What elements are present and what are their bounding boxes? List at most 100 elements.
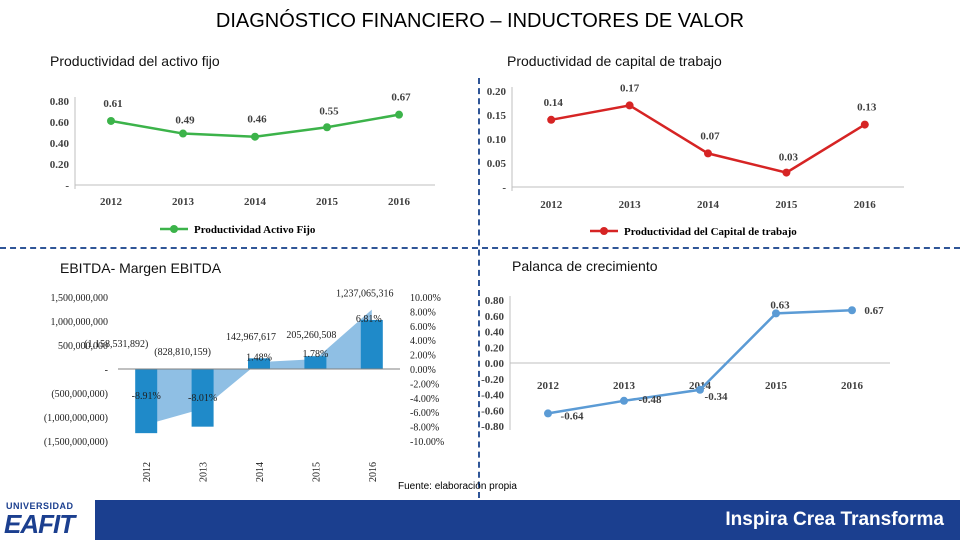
data-label: 0.14: [544, 97, 564, 109]
y-tick-label-right: 2.00%: [410, 351, 436, 362]
data-point: [620, 396, 628, 405]
y-tick-label-right: -6.00%: [410, 408, 439, 419]
data-point: [395, 110, 403, 119]
page-title: DIAGNÓSTICO FINANCIERO – INDUCTORES DE V…: [215, 10, 745, 32]
x-tick-label: 2013: [172, 196, 195, 208]
data-label: -0.34: [705, 391, 728, 403]
y-tick-label: 0.60: [485, 311, 505, 323]
y-tick-label-left: -: [105, 365, 108, 376]
x-tick-label: 2014: [244, 196, 267, 208]
legend-marker: [170, 225, 178, 233]
data-label: 0.17: [620, 82, 640, 94]
panel-title-palanca: Palanca de crecimiento: [512, 258, 658, 274]
x-tick-label: 2015: [765, 380, 788, 392]
footer-banner: [95, 500, 960, 540]
y-tick-label: 0.10: [487, 134, 507, 146]
panel-title-ebitda: EBITDA- Margen EBITDA: [60, 260, 222, 276]
x-tick-label: 2016: [841, 380, 864, 392]
y-tick-label-right: -10.00%: [410, 437, 444, 448]
data-point: [625, 101, 634, 110]
data-point: [772, 309, 780, 318]
data-label: 0.61: [103, 98, 122, 110]
y-tick-label: 0.40: [485, 327, 505, 339]
x-tick-label: 2013: [199, 462, 210, 482]
x-tick-label: 2016: [368, 462, 379, 482]
ebitda-label: (828,810,159): [154, 347, 211, 358]
y-tick-label-left: 1,500,000,000: [51, 293, 109, 304]
y-tick-label-right: 4.00%: [410, 336, 436, 347]
source-note: Fuente: elaboración propia: [398, 481, 517, 492]
y-tick-label: 0.15: [487, 110, 507, 122]
x-tick-label: 2012: [537, 380, 560, 392]
data-label: 0.46: [247, 114, 267, 126]
data-point: [179, 129, 187, 138]
y-tick-label: 0.80: [50, 96, 70, 108]
y-tick-label: -0.40: [481, 390, 504, 402]
y-tick-label: 0.40: [50, 138, 70, 150]
data-point: [782, 168, 791, 177]
y-tick-label: -0.20: [481, 374, 504, 386]
margin-label: 1.78%: [302, 349, 328, 360]
y-tick-label-left: 500,000,000: [58, 341, 108, 352]
ebitda-label: (1,158,531,892): [84, 339, 148, 350]
data-label: 0.55: [319, 105, 339, 117]
y-tick-label-left: (1,000,000,000): [44, 413, 108, 424]
data-point: [848, 306, 856, 315]
y-tick-label: 0.80: [485, 295, 505, 307]
x-tick-label: 2015: [311, 462, 322, 482]
logo-university-label: UNIVERSIDAD: [6, 501, 74, 511]
x-tick-label: 2015: [316, 196, 339, 208]
x-tick-label: 2012: [540, 199, 563, 211]
ebitda-label: 142,967,617: [226, 332, 276, 343]
data-label: 0.07: [700, 130, 720, 142]
x-tick-label: 2016: [388, 196, 411, 208]
data-label: 0.03: [779, 152, 799, 164]
x-tick-label: 2015: [775, 199, 798, 211]
y-tick-label: -: [65, 180, 69, 192]
margin-bar: [248, 358, 270, 369]
margin-label: 1.48%: [246, 352, 272, 363]
y-tick-label-right: 6.00%: [410, 322, 436, 333]
x-tick-label: 2012: [100, 196, 123, 208]
legend-marker: [600, 227, 608, 235]
x-tick-label: 2016: [854, 199, 877, 211]
y-tick-label-right: 0.00%: [410, 365, 436, 376]
data-label: 0.13: [857, 102, 877, 114]
data-point: [251, 132, 259, 141]
slogan: Inspira Crea Transforma: [725, 509, 944, 530]
data-label: -0.48: [639, 394, 662, 406]
y-tick-label: 0.20: [485, 342, 505, 354]
y-tick-label-right: 8.00%: [410, 307, 436, 318]
x-tick-label: 2013: [613, 380, 636, 392]
data-label: 0.67: [391, 92, 411, 104]
y-tick-label: 0.05: [487, 158, 507, 170]
legend-label: Productividad del Capital de trabajo: [624, 226, 797, 238]
y-tick-label-right: -2.00%: [410, 379, 439, 390]
panel-title-capital-trabajo: Productividad de capital de trabajo: [507, 53, 722, 69]
y-tick-label-left: (1,500,000,000): [44, 437, 108, 448]
data-point: [696, 385, 704, 394]
logo-eafit: EAFIT: [4, 509, 75, 539]
margin-bar: [360, 319, 383, 369]
y-tick-label: 0.00: [485, 358, 505, 370]
y-tick-label-right: -4.00%: [410, 394, 439, 405]
vertical-divider: [478, 78, 480, 498]
y-tick-label: -: [502, 182, 506, 194]
y-tick-label-left: (500,000,000): [51, 389, 108, 400]
margin-bar: [191, 369, 214, 427]
y-tick-label: 0.20: [50, 159, 70, 171]
panel-title-activo-fijo: Productividad del activo fijo: [50, 53, 220, 69]
y-tick-label: -0.60: [481, 405, 504, 417]
legend-label: Productividad Activo Fijo: [194, 224, 316, 236]
data-label: 0.63: [770, 299, 790, 311]
series-line: [547, 308, 853, 415]
horizontal-divider: [0, 247, 960, 249]
x-tick-label: 2014: [697, 199, 720, 211]
data-point: [547, 115, 556, 124]
y-tick-label: 0.60: [50, 117, 70, 129]
margin-label: 6.81%: [356, 314, 382, 325]
ebitda-label: 1,237,065,316: [336, 289, 394, 300]
data-label: 0.49: [175, 115, 195, 127]
x-tick-label: 2012: [142, 462, 153, 482]
data-point: [544, 409, 552, 418]
